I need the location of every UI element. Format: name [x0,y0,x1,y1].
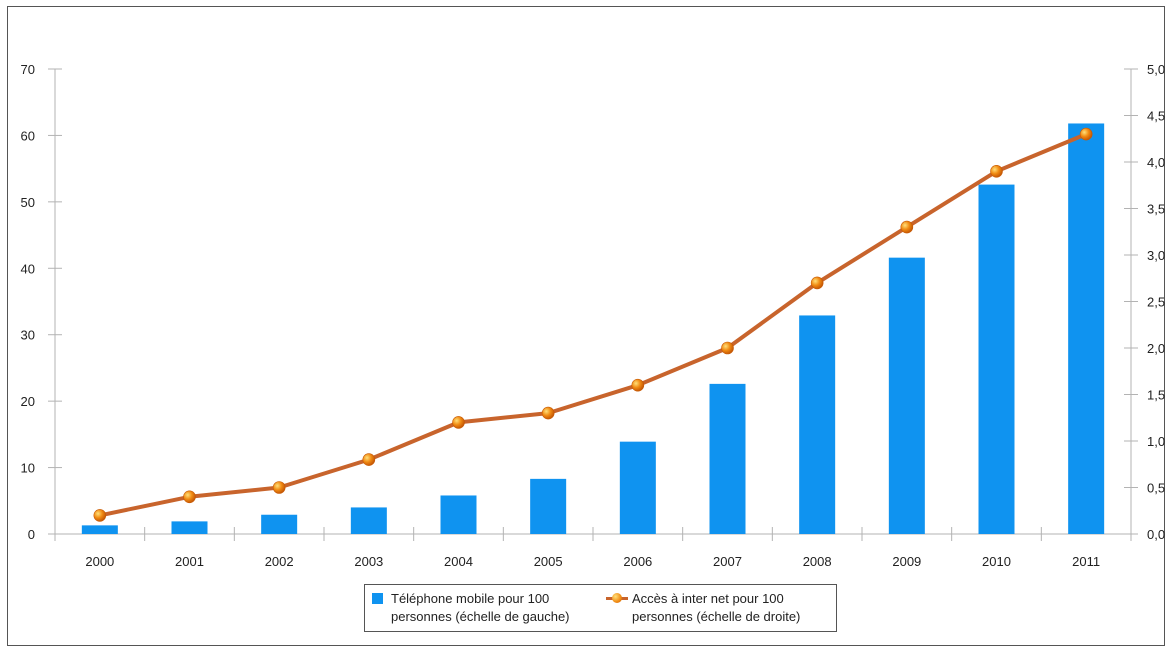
series-line [99,132,1087,518]
y-left-tick-label: 60 [21,128,35,143]
bar [261,514,298,534]
bar [709,383,746,534]
x-tick-label: 2002 [265,554,294,569]
bar [619,441,656,534]
x-tick-label: 2003 [354,554,383,569]
y-right-tick-label: 1,5 [1147,388,1165,403]
bar [350,507,387,534]
line-series [93,127,1093,522]
chart-frame [7,6,1165,646]
x-tick-label: 2006 [623,554,652,569]
y-right-tick-label: 4,0 [1147,155,1165,170]
y-right-tick-label: 3,0 [1147,248,1165,263]
line-point [900,220,914,234]
line-point [810,276,824,290]
bar [81,525,118,534]
bar [171,521,208,534]
line-point [541,406,555,420]
chart-legend: Téléphone mobile pour 100 personnes (éch… [364,584,837,632]
line-point [1079,127,1093,141]
line-point [183,490,196,504]
line-point [452,416,465,429]
legend-bar-label: Téléphone mobile pour 100 personnes (éch… [391,591,570,624]
bar [440,495,477,534]
x-tick-label: 2010 [982,554,1011,569]
x-tick-label: 2007 [713,554,742,569]
y-right-tick-label: 0,5 [1147,481,1165,496]
legend-line-swatch [606,592,628,606]
bar [888,257,925,534]
legend-line-label: Accès à inter net pour 100 personnes (éc… [632,591,801,624]
line-point [272,481,286,494]
line-point [721,341,734,355]
legend-item-bar: Téléphone mobile pour 100 personnes (éch… [365,590,600,626]
line-point [990,165,1003,178]
y-left-tick-label: 70 [21,62,35,77]
x-tick-label: 2005 [534,554,563,569]
y-right-tick-label: 3,5 [1147,202,1165,217]
x-tick-label: 2000 [85,554,114,569]
bar [799,315,836,534]
legend-bar-swatch [372,593,383,604]
line-point [93,509,107,522]
bar [530,478,567,534]
y-right-tick-label: 2,5 [1147,295,1165,310]
y-left-tick-label: 50 [21,195,35,210]
bar-series [81,123,1105,535]
x-tick-label: 2011 [1072,554,1100,569]
line-point [362,453,376,466]
bar [978,184,1015,535]
line-point [631,378,645,392]
bar [1068,123,1105,534]
chart-axes [48,68,1138,541]
legend-item-line: Accès à inter net pour 100 personnes (éc… [600,590,835,626]
y-right-tick-label: 4,5 [1147,109,1165,124]
x-tick-label: 2001 [175,554,204,569]
y-right-tick-label: 0,0 [1147,527,1165,542]
x-tick-label: 2009 [892,554,921,569]
tick-labels: 0 10 20 30 40 50 60 70 0,0 0,5 1,0 1,5 2,0 2,5 3,0 3,5 4… [21,62,1166,569]
y-right-tick-label: 2,0 [1147,341,1165,356]
y-left-tick-label: 30 [21,328,35,343]
x-tick-label: 2004 [444,554,473,569]
y-left-tick-label: 10 [21,461,35,476]
y-left-tick-label: 0 [28,527,35,542]
y-left-tick-label: 20 [21,394,35,409]
y-right-tick-label: 1,0 [1147,434,1165,449]
x-tick-label: 2008 [803,554,832,569]
y-left-tick-label: 40 [21,261,35,276]
y-right-tick-label: 5,0 [1147,62,1165,77]
